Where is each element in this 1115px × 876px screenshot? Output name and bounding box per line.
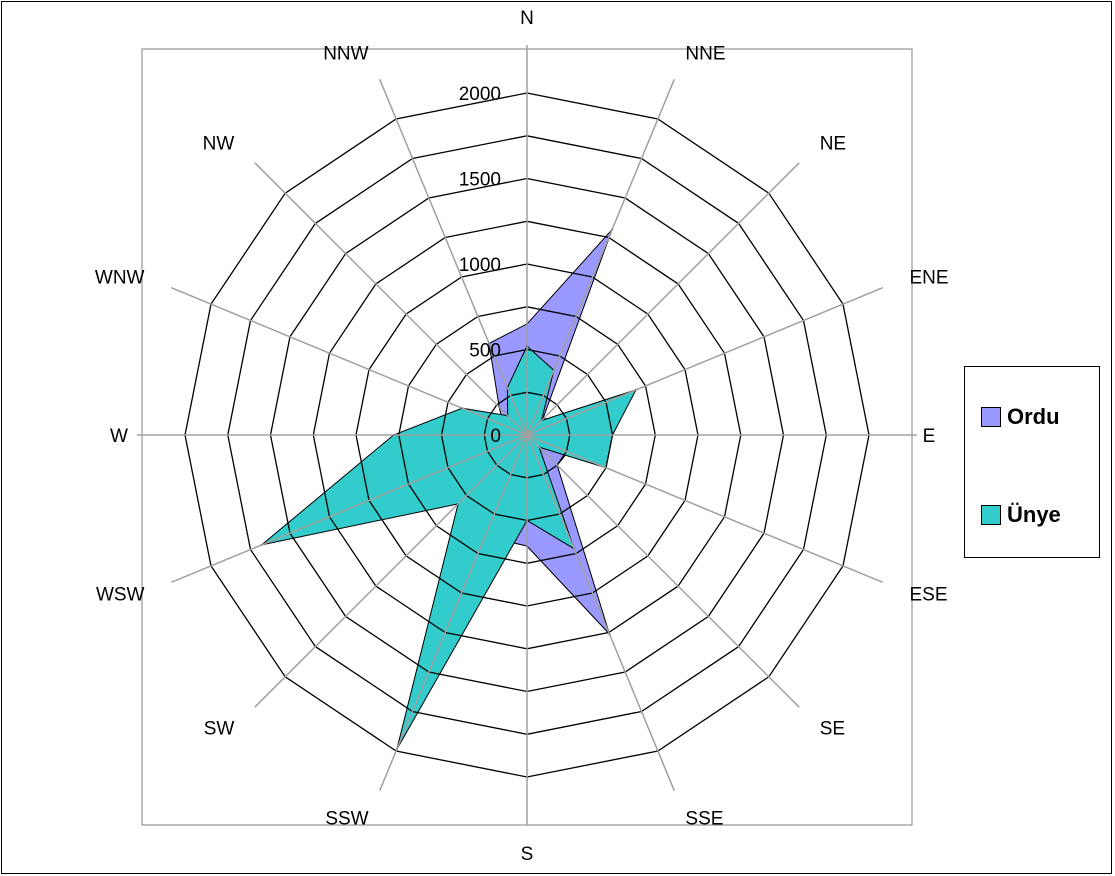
category-label-NE: NE [820,133,846,154]
spoke-SE [526,434,800,708]
spoke-NNE [526,79,675,436]
legend-label-ordu: Ordu [1007,404,1060,429]
tick-label-500: 500 [469,341,501,362]
tick-label-1500: 1500 [459,170,501,191]
spoke-ENE [526,287,883,436]
spoke-SW [254,434,528,708]
category-label-W: W [110,426,128,447]
legend-swatch-ordu [981,407,1001,427]
spoke-NNW [379,79,528,436]
spoke-ESE [526,434,883,583]
tick-label-1000: 1000 [459,255,501,276]
category-label-SSW: SSW [325,809,368,830]
category-label-WNW: WNW [95,268,145,289]
category-label-SE: SE [820,719,845,740]
category-label-NNW: NNW [323,44,368,65]
category-label-NNE: NNE [685,44,725,65]
legend-swatch-unye [981,505,1001,525]
tick-label-0: 0 [490,426,501,447]
legend-item-unye: Ünye [981,502,1061,528]
spoke-SSE [526,434,675,791]
category-label-ESE: ESE [910,584,948,605]
category-label-S: S [521,844,534,865]
category-label-ENE: ENE [910,268,949,289]
spoke-WSW [171,434,528,583]
spoke-NE [526,162,800,436]
spoke-WNW [171,287,528,436]
spoke-SSW [379,434,528,791]
category-label-SSE: SSE [685,809,723,830]
legend-label-unye: Ünye [1007,502,1061,527]
legend-item-ordu: Ordu [981,404,1060,430]
category-label-WSW: WSW [96,584,145,605]
category-label-N: N [520,8,534,29]
spoke-NW [254,162,528,436]
category-label-E: E [923,426,936,447]
tick-label-2000: 2000 [459,84,501,105]
category-label-NW: NW [203,133,235,154]
legend: Ordu Ünye [964,366,1100,558]
category-label-SW: SW [204,719,235,740]
